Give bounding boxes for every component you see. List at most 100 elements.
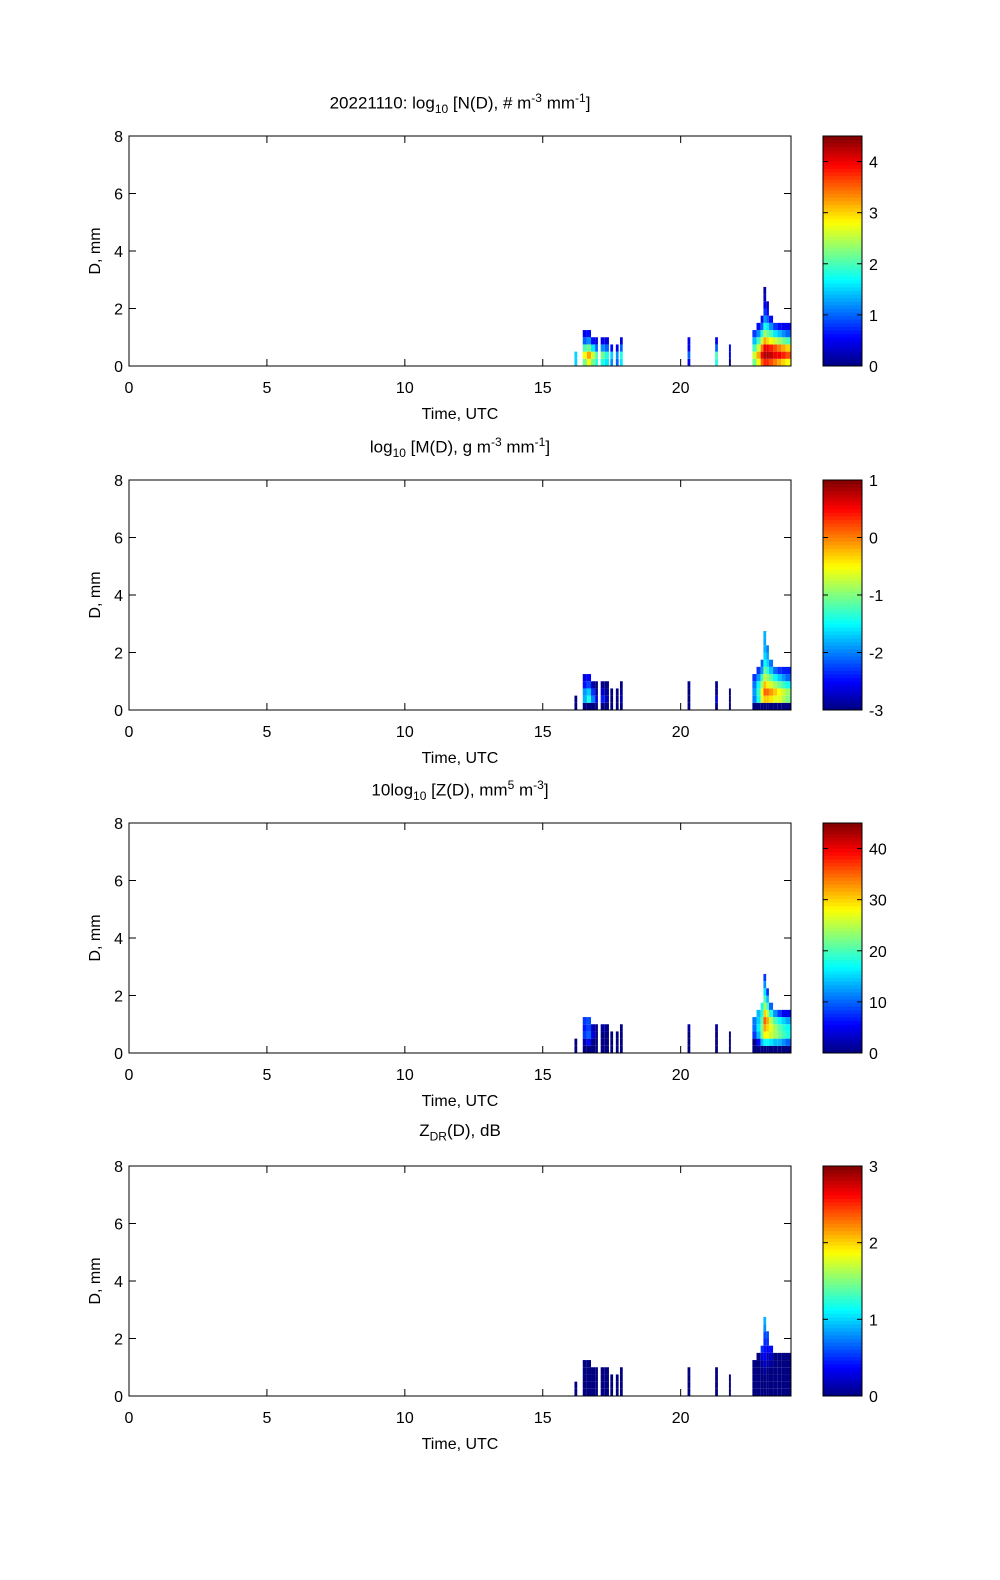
title-segment: m	[514, 780, 534, 800]
colorbar-segment	[823, 1241, 862, 1246]
heatmap-cell	[756, 330, 761, 338]
heatmap-cell	[766, 1017, 769, 1025]
heatmap-cell	[766, 1367, 769, 1375]
colorbar-segment	[823, 182, 862, 187]
heatmap-cell	[600, 695, 605, 703]
heatmap-cell	[768, 1045, 774, 1053]
heatmap-cell	[773, 1381, 778, 1389]
heatmap-cell	[687, 337, 691, 345]
heatmap-cell	[591, 681, 596, 689]
x-tick-label: 20	[672, 724, 690, 741]
heatmap-cell	[785, 1017, 791, 1025]
heatmap-cell	[619, 702, 623, 710]
heatmap-cell	[756, 1381, 761, 1389]
heatmap-cell	[615, 695, 619, 703]
heatmap-cell	[756, 1374, 761, 1382]
heatmap-cell	[763, 1381, 767, 1389]
colorbar-segment	[823, 638, 862, 643]
colorbar-segment	[823, 344, 862, 349]
heatmap-cell	[615, 1388, 619, 1396]
heatmap-cell	[752, 344, 757, 352]
colorbar-segment	[823, 648, 862, 653]
heatmap-cell	[752, 358, 757, 366]
heatmap-cell	[760, 688, 764, 696]
heatmap-cell	[760, 1045, 764, 1053]
heatmap-cell	[619, 1381, 623, 1389]
heatmap-cell	[763, 1324, 767, 1332]
colorbar-segment	[823, 981, 862, 986]
heatmap-cell	[781, 1017, 786, 1025]
colorbar-segment	[823, 1173, 862, 1178]
colorbar-segment	[823, 674, 862, 679]
colorbar-segment	[823, 1309, 862, 1314]
heatmap-cell	[687, 702, 691, 710]
heatmap-cell	[760, 666, 764, 675]
heatmap-cell	[777, 1009, 782, 1018]
colorbar-segment	[823, 1277, 862, 1282]
colorbar-segment	[823, 1045, 862, 1050]
heatmap-cell	[785, 322, 791, 331]
title-segment: -3	[531, 91, 542, 105]
heatmap-cell	[582, 1381, 587, 1389]
heatmap-cell	[604, 1045, 609, 1053]
colorbar-segment	[823, 948, 862, 953]
y-tick-label: 0	[114, 1046, 123, 1063]
colorbar-segment	[823, 1169, 862, 1174]
heatmap-cell	[586, 1360, 592, 1368]
y-axis-label: D, mm	[87, 227, 104, 274]
heatmap-cell	[586, 1031, 592, 1039]
colorbar-segment	[823, 1313, 862, 1318]
heatmap-cell	[582, 1374, 587, 1382]
heatmap-cell	[586, 358, 592, 366]
heatmap-cell	[785, 702, 791, 710]
heatmap-cell	[763, 973, 767, 982]
heatmap-cell	[763, 988, 767, 996]
colorbar-segment	[823, 1374, 862, 1379]
colorbar-segment	[823, 623, 862, 628]
heatmap-cell	[752, 1024, 757, 1032]
heatmap-cell	[763, 351, 767, 359]
colorbar-segment	[823, 530, 862, 535]
x-tick-label: 15	[534, 1067, 552, 1084]
heatmap-cell	[760, 1352, 764, 1361]
heatmap-cell	[760, 1367, 764, 1375]
colorbar-segment	[823, 351, 862, 356]
y-tick-label: 2	[114, 1332, 123, 1349]
heatmap-cell	[595, 1381, 598, 1389]
heatmap-cell	[781, 674, 786, 682]
heatmap-cell	[763, 1360, 767, 1368]
heatmap-cell	[595, 1388, 598, 1396]
heatmap-cell	[582, 330, 587, 338]
colorbar-segment	[823, 551, 862, 556]
colorbar-segment	[823, 609, 862, 614]
heatmap-cell	[777, 358, 782, 366]
colorbar-segment	[823, 1024, 862, 1029]
heatmap-cell	[781, 330, 786, 338]
colorbar-segment	[823, 1281, 862, 1286]
heatmap-cell	[582, 681, 587, 689]
heatmap-cell	[687, 351, 691, 359]
colorbar-segment	[823, 501, 862, 506]
colorbar-segment	[823, 952, 862, 957]
heatmap-cell	[766, 322, 769, 331]
colorbar-segment	[823, 634, 862, 639]
colorbar-segment	[823, 362, 862, 367]
heatmap-cell	[582, 702, 587, 710]
heatmap-cell	[766, 315, 769, 323]
heatmap-cell	[687, 695, 691, 703]
heatmap-cell	[756, 695, 761, 703]
heatmap-cell	[766, 344, 769, 352]
heatmap-cell	[781, 1031, 786, 1039]
heatmap-cell	[600, 1388, 605, 1396]
heatmap-cell	[760, 695, 764, 703]
heatmap-cell	[766, 652, 769, 660]
heatmap-cell	[785, 344, 791, 352]
heatmap-cell	[715, 681, 718, 689]
heatmap-cell	[752, 351, 757, 359]
colorbar-segment	[823, 268, 862, 274]
heatmap-cell	[615, 1374, 619, 1382]
colorbar-segment	[823, 573, 862, 578]
heatmap-cell	[760, 1381, 764, 1389]
colorbar-segment	[823, 663, 862, 668]
heatmap-cell	[604, 695, 609, 703]
